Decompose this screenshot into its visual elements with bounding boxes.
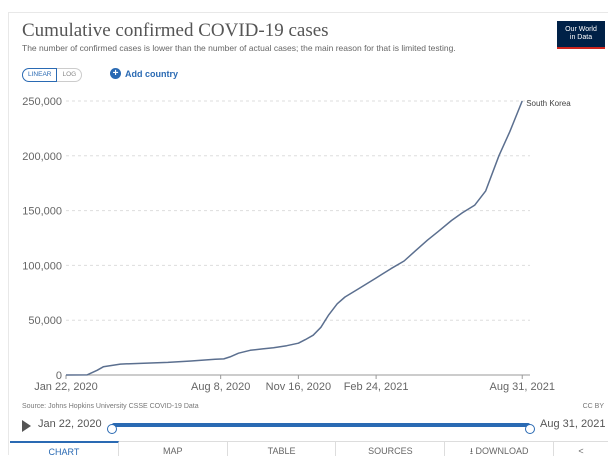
tab-bar: CHART MAP TABLE SOURCES ⭳ DOWNLOAD < <box>10 441 608 457</box>
chart-subtitle: The number of confirmed cases is lower t… <box>22 43 456 53</box>
tab-share[interactable]: < <box>578 446 584 456</box>
plus-circle-icon: + <box>110 68 121 79</box>
scale-toggle: LINEAR LOG <box>22 68 83 82</box>
linear-scale-button[interactable]: LINEAR <box>22 68 58 82</box>
y-tick-label: 250,000 <box>22 96 62 108</box>
y-tick-label: 100,000 <box>22 260 62 272</box>
timeline-end-handle[interactable] <box>525 424 535 434</box>
logo-line-2: in Data <box>569 34 593 41</box>
x-tick-label: Feb 24, 2021 <box>344 381 409 393</box>
play-icon[interactable] <box>22 420 31 432</box>
timeline: Jan 22, 2020 Aug 31, 2021 <box>22 418 608 434</box>
license-link[interactable]: CC BY <box>582 403 604 410</box>
x-tick-label: Aug 8, 2020 <box>191 381 250 393</box>
y-tick-label: 150,000 <box>22 206 62 218</box>
timeline-start-label: Jan 22, 2020 <box>38 418 102 430</box>
timeline-start-handle[interactable] <box>107 424 117 434</box>
logo-line-1: Our World <box>565 26 597 33</box>
x-tick-label: Nov 16, 2020 <box>266 381 331 393</box>
x-tick-label: Aug 31, 2021 <box>490 381 555 393</box>
y-tick-label: 200,000 <box>22 151 62 163</box>
line-chart: 0 50,000 100,000 150,000 200,000 250,000 Jan 2… <box>22 96 571 393</box>
timeline-end-label: Aug 31, 2021 <box>540 418 606 430</box>
tab-download[interactable]: ⭳ DOWNLOAD <box>445 442 555 456</box>
chart-frame <box>8 12 608 455</box>
tab-map[interactable]: MAP <box>119 442 228 456</box>
series-line-south-korea <box>65 100 523 376</box>
tab-chart[interactable]: CHART <box>10 441 119 457</box>
log-scale-button[interactable]: LOG <box>57 68 83 82</box>
source-note[interactable]: Source: Johns Hopkins University CSSE CO… <box>22 403 199 410</box>
owid-logo[interactable]: Our World in Data <box>557 21 605 49</box>
tab-table[interactable]: TABLE <box>228 442 337 456</box>
x-tick-label: Jan 22, 2020 <box>34 381 98 393</box>
add-country-button[interactable]: + Add country <box>110 68 178 79</box>
y-tick-label: 0 <box>56 370 62 382</box>
y-tick-label: 50,000 <box>28 315 62 327</box>
chart-title: Cumulative confirmed COVID-19 cases <box>22 20 329 41</box>
tab-sources[interactable]: SOURCES <box>336 442 446 456</box>
timeline-track[interactable] <box>107 423 535 434</box>
add-country-label: Add country <box>125 68 178 79</box>
series-label-south-korea: South Korea <box>526 99 571 108</box>
